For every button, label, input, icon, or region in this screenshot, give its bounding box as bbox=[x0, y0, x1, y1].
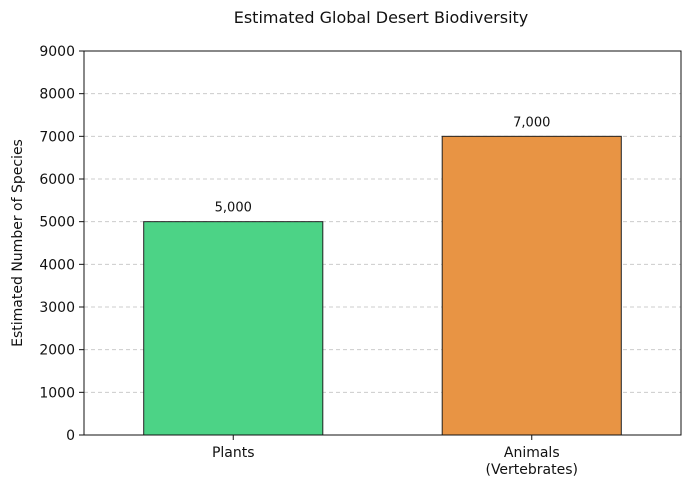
y-tick-label: 1000 bbox=[39, 385, 75, 401]
x-tick-label: (Vertebrates) bbox=[485, 462, 578, 478]
bars bbox=[143, 135, 622, 436]
bar bbox=[143, 221, 324, 436]
y-tick-label: 8000 bbox=[39, 87, 75, 103]
data-labels: 5,000 7,000 bbox=[215, 115, 551, 215]
chart-title: Estimated Global Desert Biodiversity bbox=[234, 8, 529, 27]
data-label: 5,000 bbox=[215, 201, 252, 216]
x-tick-label: Plants bbox=[212, 445, 255, 461]
y-tick-label: 9000 bbox=[39, 44, 75, 60]
y-tick-label: 3000 bbox=[39, 300, 75, 316]
data-label: 7,000 bbox=[513, 115, 550, 130]
y-tick-label: 4000 bbox=[39, 257, 75, 273]
x-axis-ticks: Plants Animals(Vertebrates) bbox=[212, 435, 578, 478]
y-tick-label: 2000 bbox=[39, 343, 75, 359]
y-tick-label: 6000 bbox=[39, 172, 75, 188]
y-tick-label: 0 bbox=[66, 428, 75, 444]
y-tick-label: 5000 bbox=[39, 215, 75, 231]
y-axis-ticks: 0 1000 2000 3000 4000 5000 6000 7000 8000 9000 bbox=[39, 44, 84, 444]
x-tick-label: Animals bbox=[504, 445, 560, 461]
plot-area-frame bbox=[83, 50, 682, 436]
y-axis-label: Estimated Number of Species bbox=[10, 139, 26, 347]
y-tick-label: 7000 bbox=[39, 129, 75, 145]
bar bbox=[441, 135, 622, 436]
